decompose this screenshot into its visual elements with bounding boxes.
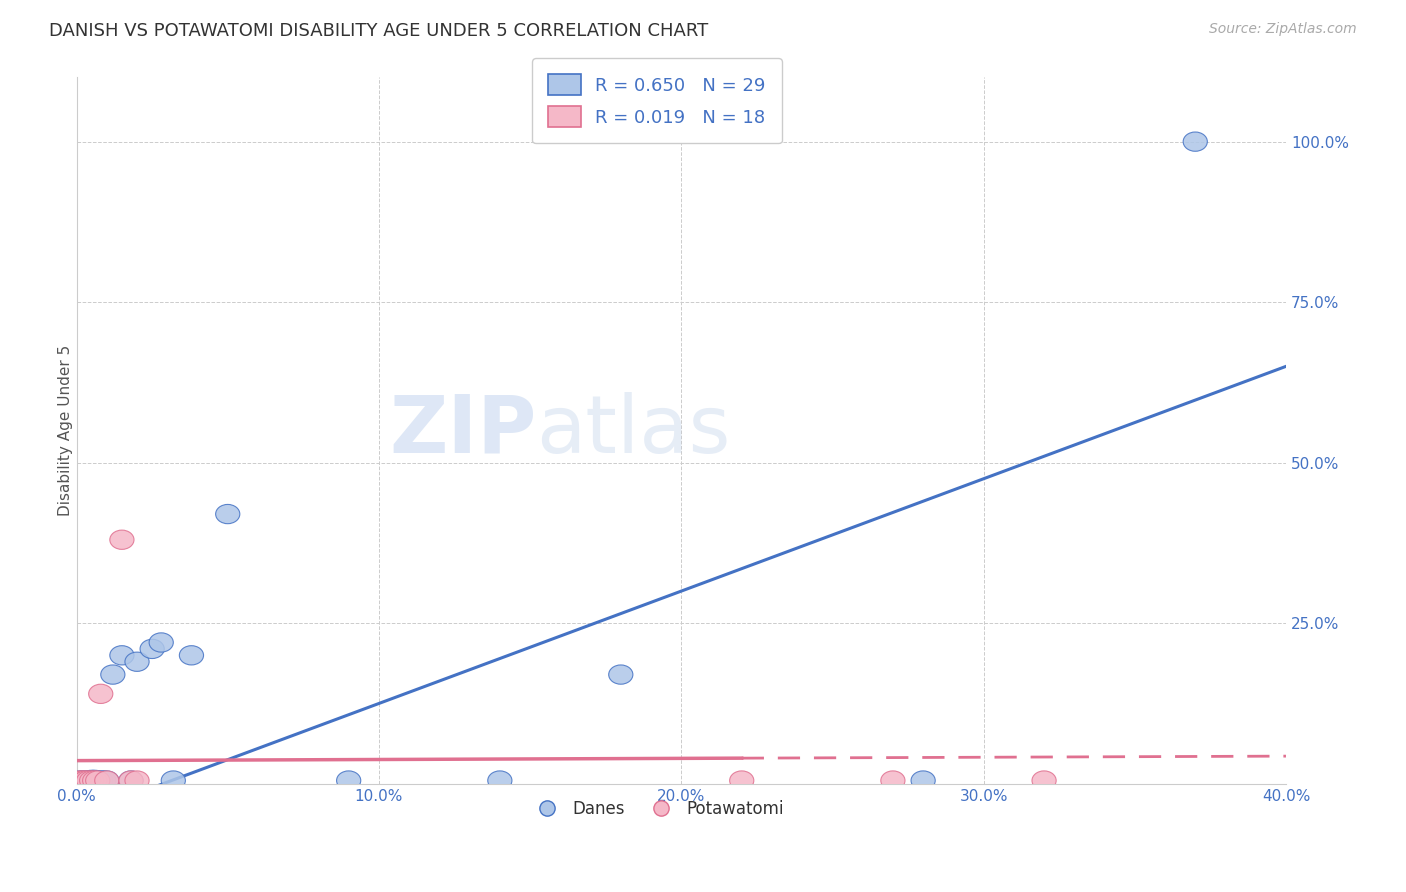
Ellipse shape — [911, 771, 935, 790]
Ellipse shape — [86, 771, 110, 790]
Ellipse shape — [67, 772, 91, 791]
Ellipse shape — [73, 771, 98, 790]
Ellipse shape — [73, 772, 98, 791]
Y-axis label: Disability Age Under 5: Disability Age Under 5 — [58, 345, 73, 516]
Ellipse shape — [91, 771, 115, 790]
Ellipse shape — [83, 771, 107, 790]
Legend: Danes, Potawatomi: Danes, Potawatomi — [524, 794, 790, 825]
Ellipse shape — [101, 665, 125, 684]
Ellipse shape — [730, 771, 754, 790]
Ellipse shape — [80, 771, 104, 789]
Ellipse shape — [1032, 771, 1056, 790]
Ellipse shape — [80, 771, 104, 790]
Ellipse shape — [83, 771, 107, 789]
Ellipse shape — [488, 771, 512, 790]
Ellipse shape — [110, 530, 134, 549]
Ellipse shape — [1184, 132, 1208, 152]
Ellipse shape — [880, 771, 905, 790]
Text: atlas: atlas — [536, 392, 731, 469]
Ellipse shape — [149, 632, 173, 652]
Text: DANISH VS POTAWATOMI DISABILITY AGE UNDER 5 CORRELATION CHART: DANISH VS POTAWATOMI DISABILITY AGE UNDE… — [49, 22, 709, 40]
Ellipse shape — [89, 684, 112, 704]
Ellipse shape — [83, 771, 107, 790]
Ellipse shape — [125, 771, 149, 790]
Ellipse shape — [73, 772, 98, 791]
Ellipse shape — [215, 505, 240, 524]
Ellipse shape — [70, 771, 94, 790]
Ellipse shape — [94, 771, 120, 790]
Ellipse shape — [89, 771, 112, 790]
Ellipse shape — [70, 772, 94, 791]
Ellipse shape — [70, 772, 94, 791]
Ellipse shape — [609, 665, 633, 684]
Ellipse shape — [67, 772, 91, 791]
Text: ZIP: ZIP — [389, 392, 536, 469]
Ellipse shape — [180, 646, 204, 665]
Ellipse shape — [94, 771, 120, 790]
Ellipse shape — [76, 771, 101, 790]
Ellipse shape — [76, 771, 101, 790]
Ellipse shape — [70, 771, 94, 790]
Ellipse shape — [67, 771, 91, 790]
Ellipse shape — [141, 640, 165, 658]
Ellipse shape — [120, 771, 143, 790]
Text: Source: ZipAtlas.com: Source: ZipAtlas.com — [1209, 22, 1357, 37]
Ellipse shape — [73, 771, 98, 790]
Ellipse shape — [110, 646, 134, 665]
Ellipse shape — [120, 771, 143, 790]
Ellipse shape — [67, 771, 91, 790]
Ellipse shape — [162, 771, 186, 790]
Ellipse shape — [86, 771, 110, 790]
Ellipse shape — [336, 771, 361, 790]
Ellipse shape — [125, 652, 149, 672]
Ellipse shape — [80, 771, 104, 790]
